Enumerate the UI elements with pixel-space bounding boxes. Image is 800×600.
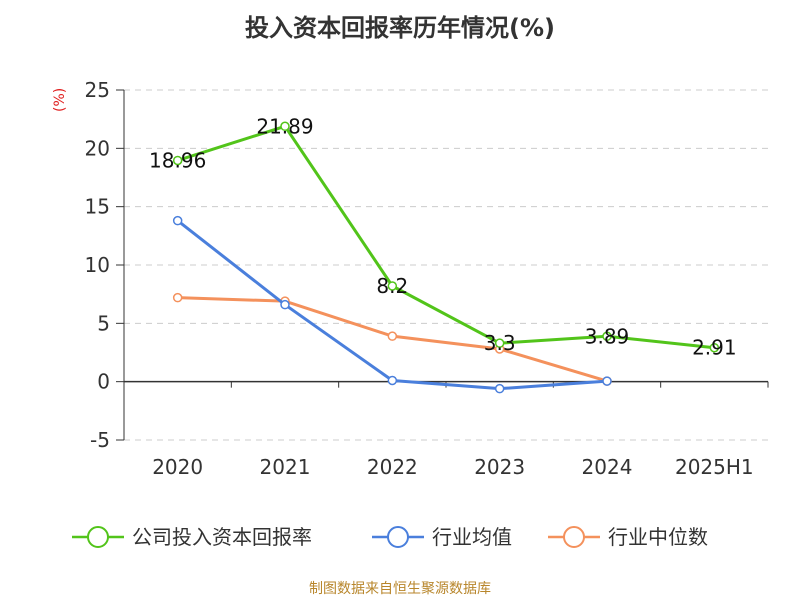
series-line xyxy=(177,124,715,350)
data-label: 18.96 xyxy=(149,148,206,172)
legend-marker xyxy=(87,526,109,548)
data-point xyxy=(387,375,398,386)
data-point xyxy=(280,121,290,132)
series-lines xyxy=(172,121,720,394)
data-label: 2.91 xyxy=(692,336,737,360)
data-label: 8.2 xyxy=(376,274,408,298)
legend-label: 行业中位数 xyxy=(608,525,708,549)
x-tick-label: 2022 xyxy=(367,455,418,479)
series-line xyxy=(176,219,608,391)
data-point xyxy=(709,342,720,353)
data-label: 21.89 xyxy=(256,114,313,138)
x-tick-label: 2024 xyxy=(582,455,633,479)
data-source-note: 制图数据来自恒生聚源数据库 xyxy=(309,581,491,597)
legend-label: 公司投入资本回报率 xyxy=(132,525,312,549)
axes: -5 0 5 10 15 20 25 2020 2021 2022 2023 2024 2025H1 xyxy=(85,78,769,479)
legend-marker xyxy=(387,526,409,548)
y-tick-label: 10 xyxy=(85,253,110,277)
data-point xyxy=(494,383,505,394)
x-tick-label: 2020 xyxy=(152,455,203,479)
y-tick-label: 5 xyxy=(97,311,110,335)
data-point xyxy=(494,338,505,348)
data-point xyxy=(172,215,183,226)
x-tick-label: 2021 xyxy=(260,455,311,479)
y-tick-label: 20 xyxy=(85,136,110,160)
data-point xyxy=(602,331,612,342)
data-point xyxy=(172,155,183,166)
data-point xyxy=(387,281,398,291)
x-tick-label: 2023 xyxy=(474,455,525,479)
grid-lines xyxy=(124,89,768,441)
data-point xyxy=(280,299,290,310)
legend-marker xyxy=(563,526,585,548)
y-tick-label: 0 xyxy=(97,370,110,394)
chart-title: 投入资本回报率历年情况(%) xyxy=(245,14,555,42)
data-label: 3.89 xyxy=(585,324,630,348)
y-tick-label: 25 xyxy=(85,78,110,102)
data-labels: 18.96 21.89 8.2 3.3 3.89 2.91 xyxy=(149,114,737,359)
data-point xyxy=(387,331,398,341)
y-tick-label: -5 xyxy=(90,428,110,452)
y-tick-label: 15 xyxy=(85,195,110,219)
legend: 公司投入资本回报率 行业均值 行业中位数 xyxy=(72,525,708,549)
legend-label: 行业均值 xyxy=(432,525,512,549)
data-label: 3.3 xyxy=(484,331,516,355)
data-point xyxy=(602,376,612,386)
x-tick-label: 2025H1 xyxy=(675,455,754,479)
data-point xyxy=(172,292,183,303)
